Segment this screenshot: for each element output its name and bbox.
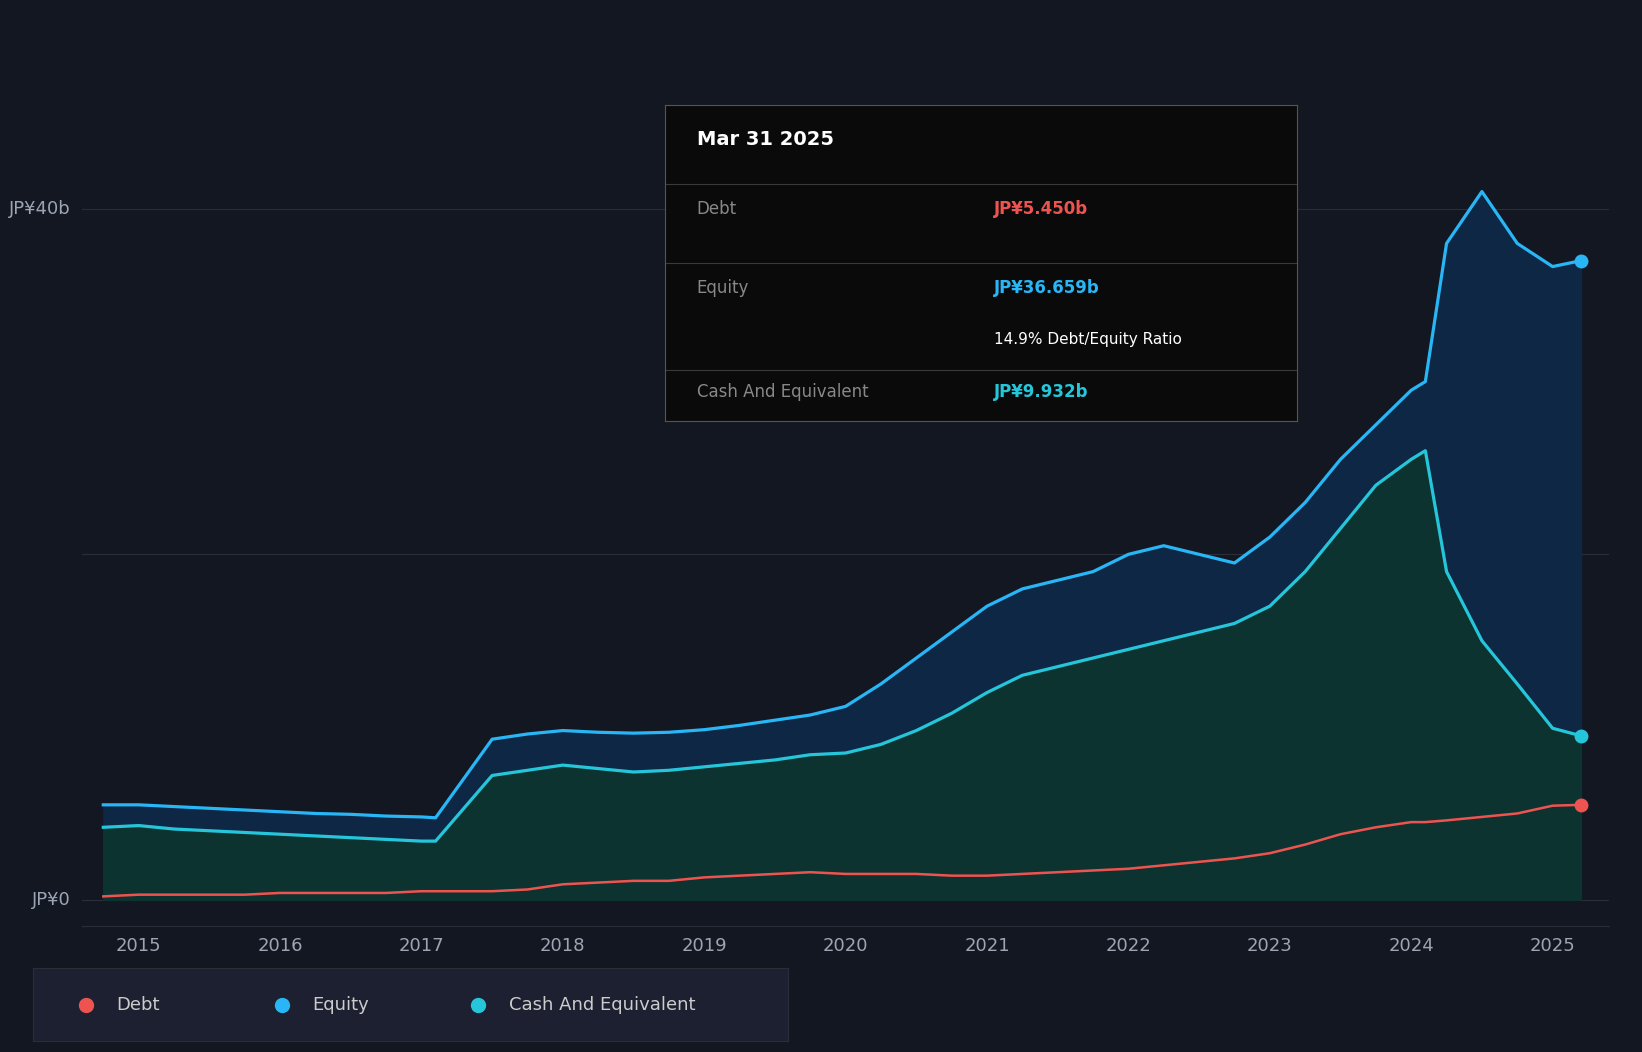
Text: JP¥36.659b: JP¥36.659b	[993, 279, 1100, 297]
Text: Debt: Debt	[696, 200, 737, 218]
Text: JP¥5.450b: JP¥5.450b	[993, 200, 1089, 218]
Text: Cash And Equivalent: Cash And Equivalent	[509, 995, 695, 1014]
Text: JP¥40b: JP¥40b	[10, 200, 71, 218]
Text: Equity: Equity	[312, 995, 369, 1014]
Text: Debt: Debt	[117, 995, 159, 1014]
Text: Mar 31 2025: Mar 31 2025	[696, 130, 834, 149]
Text: 14.9% Debt/Equity Ratio: 14.9% Debt/Equity Ratio	[993, 332, 1182, 347]
Text: JP¥9.932b: JP¥9.932b	[993, 383, 1089, 401]
Text: Equity: Equity	[696, 279, 749, 297]
Text: Cash And Equivalent: Cash And Equivalent	[696, 383, 869, 401]
Text: JP¥0: JP¥0	[33, 891, 71, 909]
